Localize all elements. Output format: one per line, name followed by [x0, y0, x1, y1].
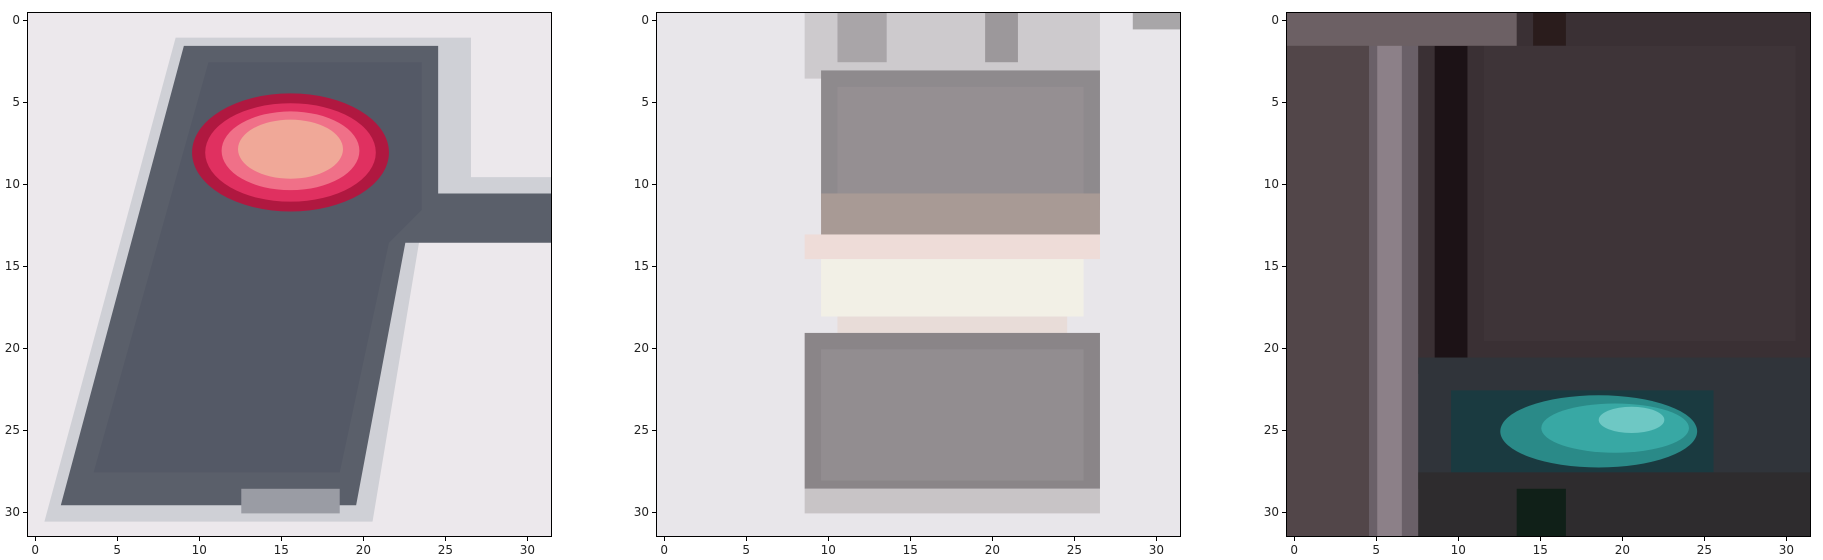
x-tick-mark	[746, 537, 748, 541]
y-tick-label: 0	[1271, 13, 1279, 28]
y-tick-mark	[652, 184, 656, 186]
x-tick-label: 20	[1614, 543, 1630, 557]
x-tick-mark	[445, 537, 447, 541]
y-tick-mark	[1282, 512, 1286, 514]
y-tick-mark	[1282, 184, 1286, 186]
x-tick-label: 30	[519, 543, 536, 557]
x-tick-label: 25	[1066, 543, 1082, 557]
x-tick-mark	[1458, 537, 1460, 541]
x-tick-mark	[1074, 537, 1076, 541]
x-tick-label: 15	[1532, 543, 1548, 557]
y-tick-label: 30	[633, 505, 649, 520]
x-tick-mark	[281, 537, 283, 541]
x-tick-label: 5	[742, 543, 751, 557]
x-tick-label: 25	[1696, 543, 1712, 557]
x-tick-label: 15	[273, 543, 289, 557]
x-tick-label: 25	[437, 543, 453, 557]
y-tick-label: 20	[633, 341, 649, 356]
x-tick-label: 15	[902, 543, 918, 557]
y-tick-mark	[1282, 430, 1286, 432]
x-tick-label: 20	[355, 543, 371, 557]
image-panel-1	[27, 12, 552, 537]
y-tick-mark	[23, 102, 27, 104]
y-tick-label: 0	[641, 13, 649, 28]
y-tick-label: 30	[4, 505, 20, 520]
y-tick-label: 20	[1263, 341, 1279, 356]
pixel-crop-3	[1287, 13, 1810, 536]
x-tick-label: 5	[113, 543, 122, 557]
x-tick-label: 30	[1148, 543, 1165, 557]
y-tick-mark	[23, 184, 27, 186]
y-tick-label: 5	[12, 95, 20, 110]
x-tick-mark	[363, 537, 365, 541]
y-tick-label: 15	[1263, 259, 1279, 274]
y-tick-mark	[1282, 102, 1286, 104]
x-tick-mark	[527, 537, 529, 541]
y-tick-label: 25	[633, 423, 649, 438]
x-tick-mark	[992, 537, 994, 541]
x-tick-label: 30	[1778, 543, 1795, 557]
y-tick-mark	[652, 102, 656, 104]
x-tick-label: 5	[1372, 543, 1381, 557]
pixel-crop-1	[28, 13, 551, 536]
x-tick-mark	[910, 537, 912, 541]
y-tick-label: 15	[633, 259, 649, 274]
y-tick-mark	[1282, 348, 1286, 350]
y-tick-mark	[1282, 266, 1286, 268]
y-tick-mark	[652, 20, 656, 22]
y-tick-label: 30	[1263, 505, 1279, 520]
y-tick-label: 25	[1263, 423, 1279, 438]
x-tick-mark	[1786, 537, 1788, 541]
x-tick-label: 0	[660, 543, 669, 557]
y-tick-label: 0	[12, 13, 20, 28]
y-tick-label: 10	[4, 177, 20, 192]
y-tick-label: 10	[633, 177, 649, 192]
x-tick-mark	[1540, 537, 1542, 541]
x-tick-label: 0	[31, 543, 40, 557]
y-tick-mark	[23, 430, 27, 432]
x-tick-label: 10	[820, 543, 836, 557]
y-tick-label: 5	[1271, 95, 1279, 110]
y-tick-label: 5	[641, 95, 649, 110]
image-panel-2	[656, 12, 1181, 537]
x-tick-mark	[664, 537, 666, 541]
image-panel-3	[1286, 12, 1811, 537]
x-tick-label: 20	[984, 543, 1000, 557]
y-tick-mark	[652, 266, 656, 268]
y-tick-mark	[23, 20, 27, 22]
y-tick-mark	[23, 266, 27, 268]
y-tick-mark	[23, 512, 27, 514]
y-tick-mark	[652, 512, 656, 514]
x-tick-mark	[35, 537, 37, 541]
y-tick-mark	[1282, 20, 1286, 22]
x-tick-mark	[828, 537, 830, 541]
x-tick-mark	[199, 537, 201, 541]
x-tick-mark	[1156, 537, 1158, 541]
y-tick-label: 10	[1263, 177, 1279, 192]
x-tick-mark	[117, 537, 119, 541]
pixel-crop-2	[657, 13, 1180, 536]
y-tick-mark	[652, 430, 656, 432]
x-tick-label: 0	[1290, 543, 1299, 557]
x-tick-mark	[1622, 537, 1624, 541]
x-tick-label: 10	[191, 543, 207, 557]
y-tick-mark	[23, 348, 27, 350]
x-tick-mark	[1704, 537, 1706, 541]
x-tick-mark	[1294, 537, 1296, 541]
y-tick-label: 20	[4, 341, 20, 356]
x-tick-mark	[1376, 537, 1378, 541]
y-tick-label: 15	[4, 259, 20, 274]
y-tick-mark	[652, 348, 656, 350]
y-tick-label: 25	[4, 423, 20, 438]
x-tick-label: 10	[1450, 543, 1466, 557]
